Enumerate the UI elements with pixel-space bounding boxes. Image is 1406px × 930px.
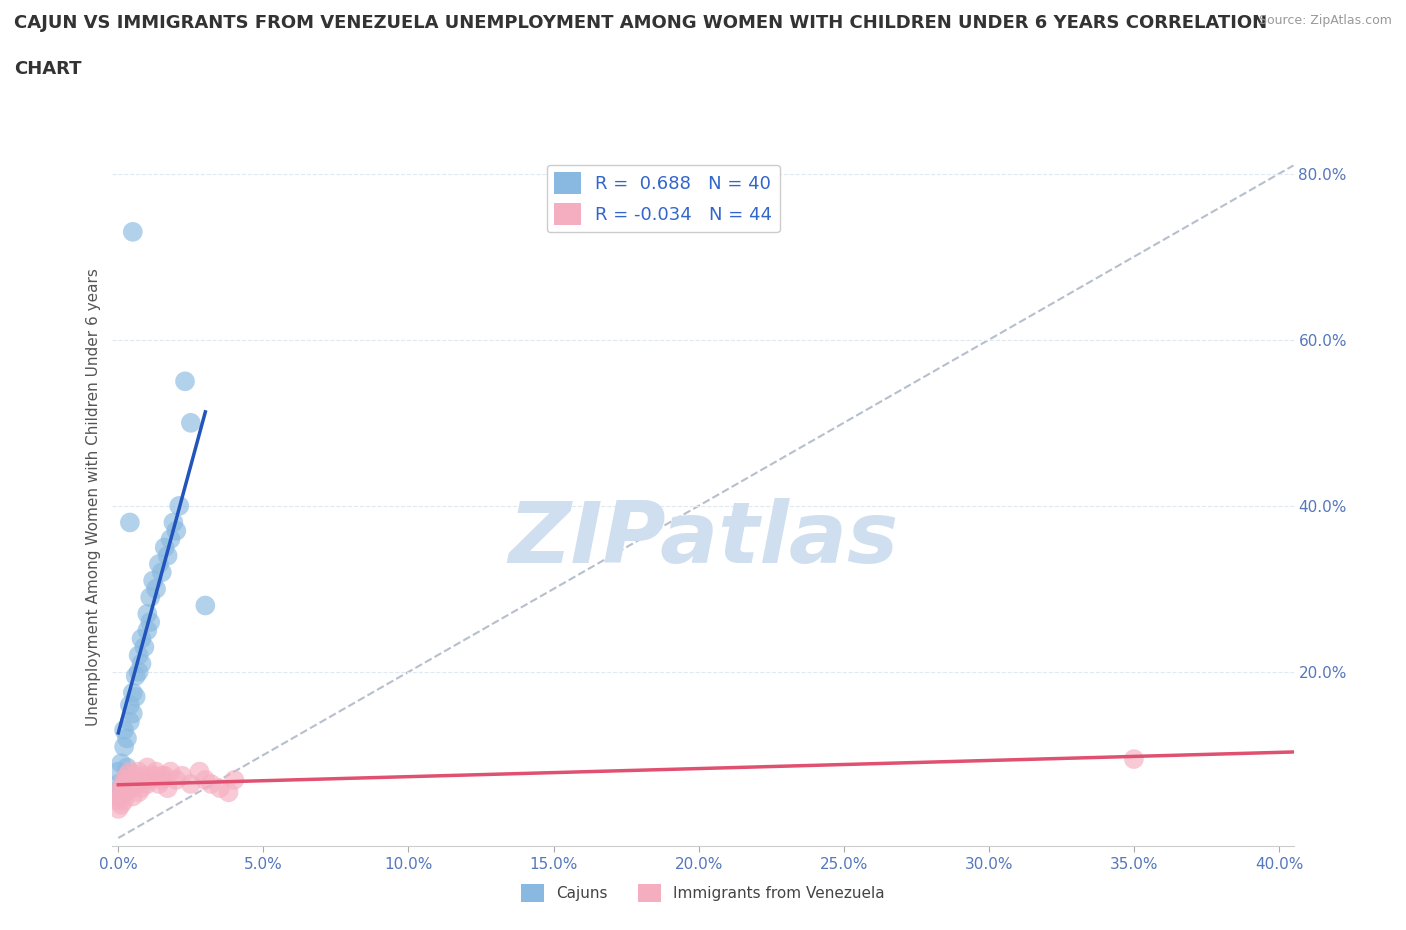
Point — [110, 781, 132, 796]
Point — [125, 669, 148, 684]
Point — [224, 773, 246, 788]
Point — [180, 777, 202, 791]
Point — [139, 615, 162, 630]
Point — [115, 760, 138, 775]
Point — [142, 573, 165, 588]
Point — [200, 777, 222, 791]
Point — [194, 773, 217, 788]
Point — [121, 685, 143, 700]
Point — [121, 224, 143, 239]
Point — [112, 739, 135, 754]
Point — [159, 764, 181, 779]
Point — [136, 777, 159, 791]
Legend: Cajuns, Immigrants from Venezuela: Cajuns, Immigrants from Venezuela — [515, 878, 891, 909]
Text: Source: ZipAtlas.com: Source: ZipAtlas.com — [1258, 14, 1392, 27]
Point — [174, 374, 197, 389]
Point — [139, 590, 162, 604]
Point — [118, 698, 141, 712]
Point — [153, 540, 176, 555]
Point — [150, 773, 173, 788]
Point — [110, 797, 132, 812]
Point — [128, 764, 150, 779]
Y-axis label: Unemployment Among Women with Children Under 6 years: Unemployment Among Women with Children U… — [86, 269, 101, 726]
Point — [194, 598, 217, 613]
Point — [139, 773, 162, 788]
Point — [112, 773, 135, 788]
Point — [208, 781, 231, 796]
Point — [128, 664, 150, 679]
Point — [112, 773, 135, 788]
Point — [118, 764, 141, 779]
Point — [136, 760, 159, 775]
Point — [131, 657, 153, 671]
Point — [148, 556, 170, 571]
Point — [162, 515, 184, 530]
Point — [136, 606, 159, 621]
Point — [110, 789, 132, 804]
Point — [165, 773, 187, 788]
Point — [115, 731, 138, 746]
Point — [165, 524, 187, 538]
Point — [188, 764, 211, 779]
Point — [112, 777, 135, 791]
Point — [107, 785, 129, 800]
Point — [145, 764, 167, 779]
Point — [142, 768, 165, 783]
Point — [110, 756, 132, 771]
Text: CAJUN VS IMMIGRANTS FROM VENEZUELA UNEMPLOYMENT AMONG WOMEN WITH CHILDREN UNDER : CAJUN VS IMMIGRANTS FROM VENEZUELA UNEMP… — [14, 14, 1267, 32]
Point — [145, 581, 167, 596]
Point — [131, 773, 153, 788]
Point — [167, 498, 190, 513]
Point — [107, 802, 129, 817]
Point — [107, 789, 129, 804]
Point — [150, 565, 173, 579]
Point — [1122, 751, 1144, 766]
Point — [131, 781, 153, 796]
Point — [134, 640, 156, 655]
Point — [107, 764, 129, 779]
Point — [218, 785, 240, 800]
Point — [128, 785, 150, 800]
Point — [118, 515, 141, 530]
Point — [112, 723, 135, 737]
Point — [156, 781, 179, 796]
Point — [136, 623, 159, 638]
Point — [115, 785, 138, 800]
Point — [180, 416, 202, 431]
Point — [134, 768, 156, 783]
Point — [115, 768, 138, 783]
Point — [156, 549, 179, 564]
Point — [172, 768, 194, 783]
Point — [121, 706, 143, 721]
Point — [131, 631, 153, 646]
Point — [125, 777, 148, 791]
Point — [118, 714, 141, 729]
Text: ZIPatlas: ZIPatlas — [508, 498, 898, 581]
Text: CHART: CHART — [14, 60, 82, 78]
Point — [112, 793, 135, 808]
Point — [110, 781, 132, 796]
Point — [107, 793, 129, 808]
Point — [128, 648, 150, 663]
Point — [118, 781, 141, 796]
Point — [121, 789, 143, 804]
Point — [153, 768, 176, 783]
Point — [115, 777, 138, 791]
Point — [150, 768, 173, 783]
Point — [159, 532, 181, 547]
Point — [148, 777, 170, 791]
Point — [121, 773, 143, 788]
Point — [125, 768, 148, 783]
Point — [107, 777, 129, 791]
Point — [125, 689, 148, 704]
